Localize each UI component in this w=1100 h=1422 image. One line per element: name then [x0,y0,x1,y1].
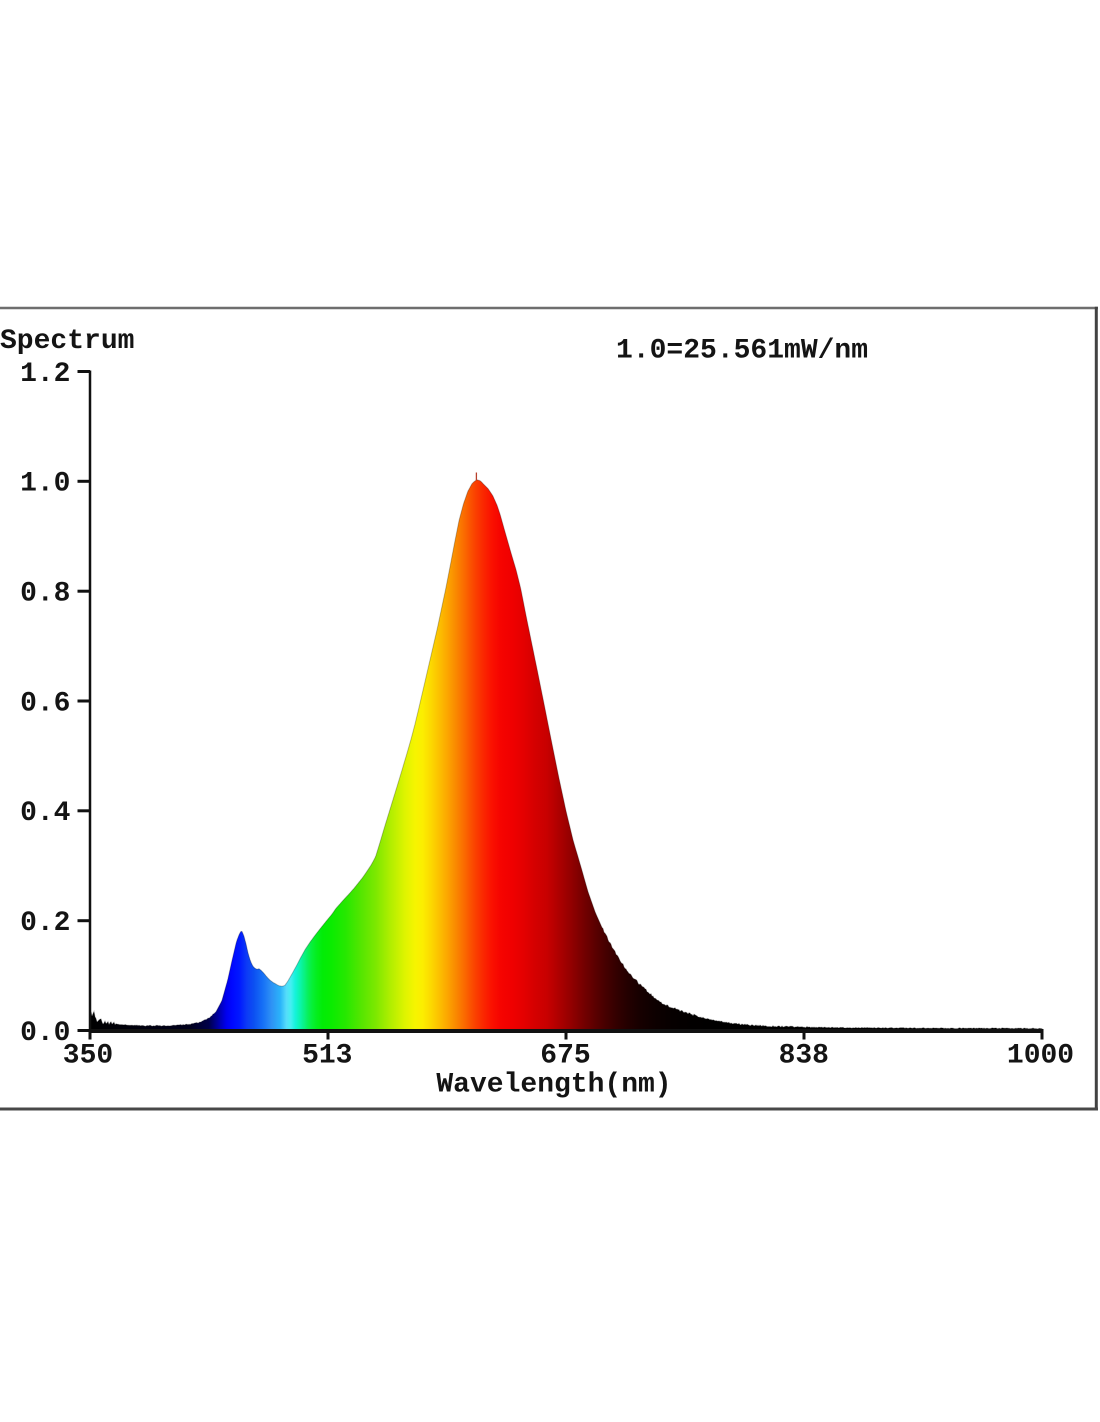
svg-text:0.2: 0.2 [20,908,70,939]
svg-text:Spectrum: Spectrum [0,326,134,357]
svg-text:0.6: 0.6 [20,688,70,719]
svg-text:513: 513 [302,1041,352,1072]
svg-text:838: 838 [779,1041,829,1072]
svg-text:0.4: 0.4 [20,798,70,829]
svg-text:1.0: 1.0 [20,469,70,500]
svg-text:0.0: 0.0 [20,1018,70,1049]
svg-text:1.0=25.561mW/nm: 1.0=25.561mW/nm [616,336,868,367]
svg-text:1000: 1000 [1007,1041,1074,1072]
svg-text:Wavelength(nm): Wavelength(nm) [436,1070,671,1101]
svg-text:350: 350 [63,1041,113,1072]
svg-text:1.2: 1.2 [20,359,70,390]
svg-text:675: 675 [540,1041,590,1072]
svg-text:0.8: 0.8 [20,579,70,610]
